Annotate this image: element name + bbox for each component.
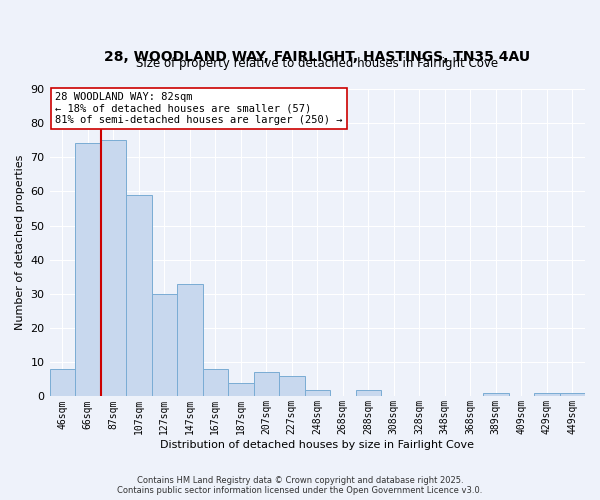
- X-axis label: Distribution of detached houses by size in Fairlight Cove: Distribution of detached houses by size …: [160, 440, 474, 450]
- Bar: [177, 284, 203, 397]
- Text: Contains HM Land Registry data © Crown copyright and database right 2025.
Contai: Contains HM Land Registry data © Crown c…: [118, 476, 482, 495]
- Bar: [356, 390, 381, 396]
- Bar: [126, 194, 152, 396]
- Bar: [305, 390, 330, 396]
- Bar: [483, 393, 509, 396]
- Bar: [254, 372, 279, 396]
- Bar: [75, 144, 101, 396]
- Y-axis label: Number of detached properties: Number of detached properties: [15, 155, 25, 330]
- Bar: [152, 294, 177, 396]
- Text: 28 WOODLAND WAY: 82sqm
← 18% of detached houses are smaller (57)
81% of semi-det: 28 WOODLAND WAY: 82sqm ← 18% of detached…: [55, 92, 343, 125]
- Bar: [279, 376, 305, 396]
- Bar: [228, 382, 254, 396]
- Bar: [534, 393, 560, 396]
- Bar: [101, 140, 126, 396]
- Bar: [203, 369, 228, 396]
- Title: 28, WOODLAND WAY, FAIRLIGHT, HASTINGS, TN35 4AU: 28, WOODLAND WAY, FAIRLIGHT, HASTINGS, T…: [104, 50, 530, 64]
- Bar: [560, 393, 585, 396]
- Text: Size of property relative to detached houses in Fairlight Cove: Size of property relative to detached ho…: [136, 58, 499, 70]
- Bar: [50, 369, 75, 396]
